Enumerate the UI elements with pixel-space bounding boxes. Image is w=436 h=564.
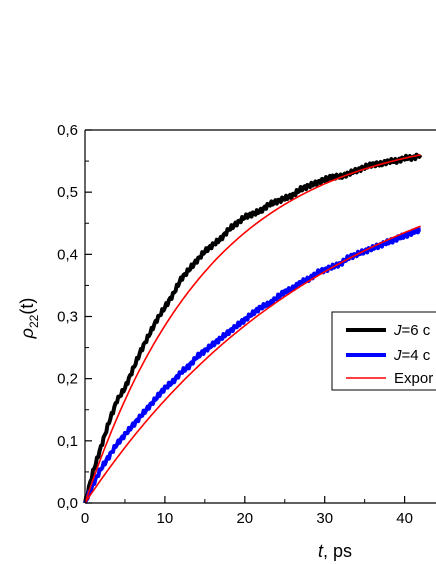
legend-label-j6: J=6 c: [393, 322, 431, 339]
y-tick-label: 0,6: [57, 122, 78, 139]
legend-label-fit: Expor: [394, 370, 433, 387]
x-axis-ticks: 0 10 20 30 40: [81, 496, 413, 527]
legend-box: [331, 311, 436, 391]
y-axis-ticks: 0,0 0,1 0,2 0,3 0,4 0,5 0,6: [57, 122, 92, 512]
x-tick-label: 40: [396, 510, 413, 527]
y-tick-label: 0,1: [57, 433, 78, 450]
series-layer: [83, 152, 423, 504]
x-tick-label: 20: [236, 510, 253, 527]
y-tick-label: 0,5: [57, 184, 78, 201]
y-tick-label: 0,3: [57, 309, 78, 326]
y-axis-title: ρ22(t): [17, 298, 41, 340]
fit-line-0: [84, 154, 421, 504]
x-tick-label: 10: [157, 510, 174, 527]
legend-label-j4: J=4 c: [393, 347, 431, 364]
x-axis-title: t, ps: [318, 541, 352, 561]
legend: J=6 c J=4 c Expor: [331, 311, 436, 391]
y-tick-label: 0,4: [57, 246, 78, 263]
x-tick-label: 30: [316, 510, 333, 527]
fit-line-1: [84, 225, 421, 504]
y-tick-label: 0,0: [57, 495, 78, 512]
y-tick-label: 0,2: [57, 371, 78, 388]
x-tick-label: 0: [81, 510, 89, 527]
